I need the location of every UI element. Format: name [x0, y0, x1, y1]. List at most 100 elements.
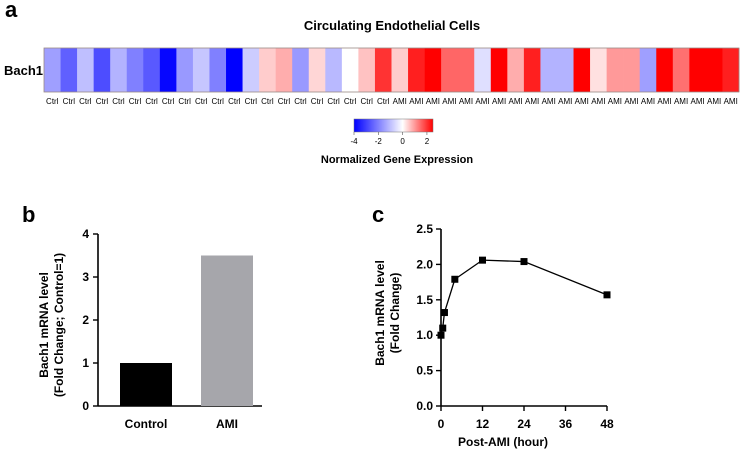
heatmap-cell — [143, 48, 161, 92]
heatmap-column-label: Ctrl — [228, 97, 241, 106]
heatmap-column-label: Ctrl — [360, 97, 373, 106]
heatmap-cell — [556, 48, 574, 92]
panel-c-series-line — [440, 259, 608, 336]
colorbar — [353, 118, 434, 133]
heatmap-cells — [44, 48, 740, 92]
bar-ami — [201, 255, 253, 406]
heatmap-column-label: AMI — [542, 97, 556, 106]
heatmap-cell — [672, 48, 690, 92]
panel-c-data-point — [440, 309, 448, 317]
heatmap-cell — [374, 48, 392, 92]
heatmap-column-label: Ctrl — [294, 97, 307, 106]
panel-c-xtick-label: 12 — [476, 417, 490, 431]
heatmap-column-label: Ctrl — [112, 97, 125, 106]
panel-b-ytick-label: 4 — [82, 227, 89, 241]
heatmap-column-label: Ctrl — [96, 97, 109, 106]
heatmap-column-label: Ctrl — [79, 97, 92, 106]
heatmap-cell — [292, 48, 310, 92]
heatmap-cell — [623, 48, 641, 92]
heatmap-cell — [705, 48, 723, 92]
panel-c-xtick-label: 24 — [517, 417, 531, 431]
panel-b-ylabel-line1: Bach1 mRNA level — [37, 272, 51, 378]
colorbar-tick-label: -4 — [350, 137, 358, 146]
heatmap-column-label: Ctrl — [344, 97, 357, 106]
heatmap-cell — [606, 48, 624, 92]
panel-c-data-point — [479, 256, 486, 264]
heatmap-cell — [540, 48, 558, 92]
heatmap-column-label: Ctrl — [129, 97, 142, 106]
panel-c-xtick-label: 0 — [438, 417, 445, 431]
colorbar-tick-label: -2 — [375, 137, 383, 146]
heatmap-column-label: AMI — [525, 97, 539, 106]
heatmap-column-label: AMI — [641, 97, 655, 106]
panel-c-letter: c — [372, 202, 384, 227]
heatmap-cell — [341, 48, 359, 92]
heatmap-column-label: Ctrl — [195, 97, 208, 106]
heatmap-column-label: AMI — [591, 97, 605, 106]
heatmap-column-label: Ctrl — [377, 97, 390, 106]
panel-b-ytick-label: 2 — [82, 313, 89, 327]
panel-c-xlabel: Post-AMI (hour) — [458, 435, 548, 449]
heatmap-column-label: AMI — [442, 97, 456, 106]
panel-b-xtick-label: AMI — [216, 417, 238, 431]
heatmap-column-label: Ctrl — [178, 97, 191, 106]
panel-c-data-point — [520, 258, 528, 266]
heatmap-column-label: AMI — [475, 97, 489, 106]
panel-b-ytick-label: 0 — [82, 399, 89, 413]
panel-c-xtick-label: 48 — [600, 417, 614, 431]
heatmap-column-label: Ctrl — [261, 97, 274, 106]
heatmap-cell — [523, 48, 541, 92]
panel-c-data-point — [439, 324, 447, 332]
panel-c-data-point — [437, 331, 445, 339]
panel-b-xtick-label: Control — [125, 417, 168, 431]
heatmap-cell — [474, 48, 492, 92]
panel-c-data-point — [451, 275, 459, 283]
panel-b-ytick-label: 1 — [82, 356, 89, 370]
heatmap-cell — [441, 48, 458, 92]
heatmap-cell — [209, 48, 227, 92]
panel-c-ylabel-line2: (Fold Change) — [388, 273, 402, 354]
heatmap-cell — [590, 48, 607, 92]
colorbar-title: Normalized Gene Expression — [321, 154, 473, 166]
heatmap-cell — [176, 48, 194, 92]
panel-b-letter: b — [22, 202, 35, 227]
heatmap-cell — [722, 48, 740, 92]
heatmap-column-label: Ctrl — [245, 97, 258, 106]
panel-c-ytick-label: 0.0 — [416, 399, 433, 413]
panel-c-ytick-label: 2.0 — [416, 257, 433, 271]
heatmap-cell — [93, 48, 111, 92]
colorbar-tick-label: 2 — [425, 137, 430, 146]
colorbar-ticks: -4 -2 0 2 — [350, 132, 430, 146]
panel-b-bar-chart: 0 1 2 3 4 Control AMI — [82, 227, 262, 431]
heatmap-column-label: AMI — [575, 97, 589, 106]
heatmap-column-label: AMI — [558, 97, 572, 106]
panel-c-line-chart: 0.0 0.5 1.0 1.5 2.0 2.5 0 12 24 36 48 — [416, 222, 614, 431]
heatmap-column-label: AMI — [724, 97, 738, 106]
heatmap-cell — [242, 48, 260, 92]
heatmap-cell — [408, 48, 425, 92]
heatmap-cell — [325, 48, 343, 92]
heatmap-row-label: Bach1 — [4, 63, 43, 78]
heatmap-column-label: AMI — [674, 97, 688, 106]
heatmap-cell — [110, 48, 128, 92]
heatmap-cell — [507, 48, 525, 92]
heatmap-title: Circulating Endothelial Cells — [304, 18, 480, 33]
heatmap-cell — [192, 48, 210, 92]
heatmap-column-label: AMI — [608, 97, 622, 106]
heatmap-cell — [424, 48, 442, 92]
heatmap-cell — [689, 48, 707, 92]
heatmap-column-label: AMI — [426, 97, 440, 106]
heatmap-column-label: AMI — [657, 97, 671, 106]
heatmap-column-label: Ctrl — [311, 97, 324, 106]
panel-c-ytick-label: 1.5 — [416, 293, 433, 307]
bar-control — [120, 363, 172, 406]
heatmap-cell — [639, 48, 657, 92]
panel-c-data-point — [603, 291, 611, 299]
heatmap-column-label: AMI — [624, 97, 638, 106]
heatmap-column-label: Ctrl — [145, 97, 158, 106]
panel-c-ylabel-line1: Bach1 mRNA level — [373, 260, 387, 366]
heatmap-column-label: AMI — [691, 97, 705, 106]
heatmap-column-label: AMI — [409, 97, 423, 106]
heatmap-cell — [391, 48, 409, 92]
